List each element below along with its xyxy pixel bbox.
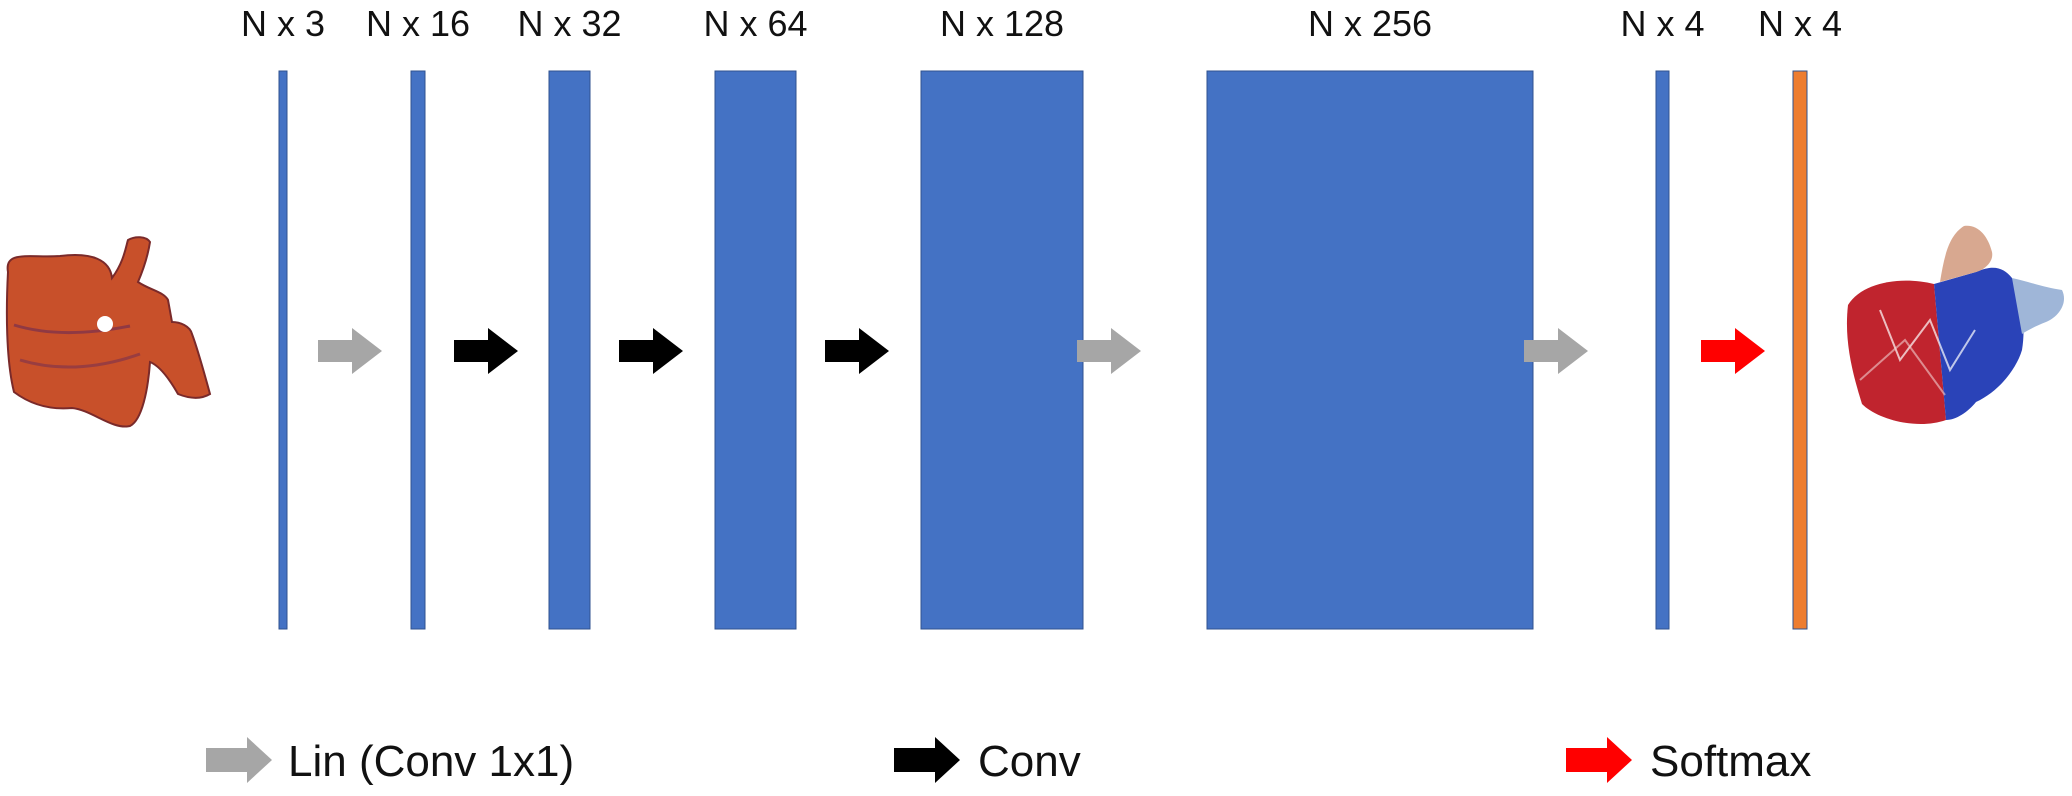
conv-arrow-icon [619, 328, 683, 374]
layer-dimension-label: N x 128 [940, 3, 1064, 44]
layer-bar [410, 70, 426, 630]
legend: Lin (Conv 1x1) Conv Softmax [206, 737, 1811, 786]
layer-bar [1206, 70, 1534, 630]
softmax-arrow-icon [1701, 328, 1765, 374]
lin-arrow-icon [1524, 328, 1588, 374]
layer-bar [714, 70, 797, 630]
legend-conv-arrow-icon [894, 737, 960, 783]
layer-dimension-label: N x 256 [1308, 3, 1432, 44]
layer-dimension-label: N x 3 [241, 3, 325, 44]
layer-bar [548, 70, 591, 630]
legend-item-softmax: Softmax [1566, 737, 1811, 786]
lin-arrow-icon [1077, 328, 1141, 374]
layer-bar [1792, 70, 1808, 630]
legend-lin-label: Lin (Conv 1x1) [288, 737, 574, 786]
vertebra-mesh-icon [5, 236, 212, 428]
legend-item-conv: Conv [894, 737, 1081, 786]
legend-conv-label: Conv [978, 737, 1081, 786]
layer-dimension-label: N x 16 [366, 3, 470, 44]
segmented-vertebra-icon [1846, 225, 2065, 425]
layer-dimension-label: N x 4 [1620, 3, 1704, 44]
legend-lin-arrow-icon [206, 737, 272, 783]
legend-item-lin: Lin (Conv 1x1) [206, 737, 574, 786]
connection-arrows [318, 328, 1765, 374]
conv-arrow-icon [825, 328, 889, 374]
layer-bar [920, 70, 1084, 630]
layer-dimension-label: N x 64 [703, 3, 807, 44]
layer-bar [1655, 70, 1670, 630]
legend-softmax-arrow-icon [1566, 737, 1632, 783]
legend-softmax-label: Softmax [1650, 737, 1811, 786]
layer-dimension-label: N x 32 [517, 3, 621, 44]
lin-arrow-icon [318, 328, 382, 374]
layer-bar [278, 70, 288, 630]
conv-arrow-icon [454, 328, 518, 374]
layer-dimension-label: N x 4 [1758, 3, 1842, 44]
layers: N x 3 N x 16 N x 32 N x 64 N x 128 N x 256 N x… [241, 3, 1842, 630]
